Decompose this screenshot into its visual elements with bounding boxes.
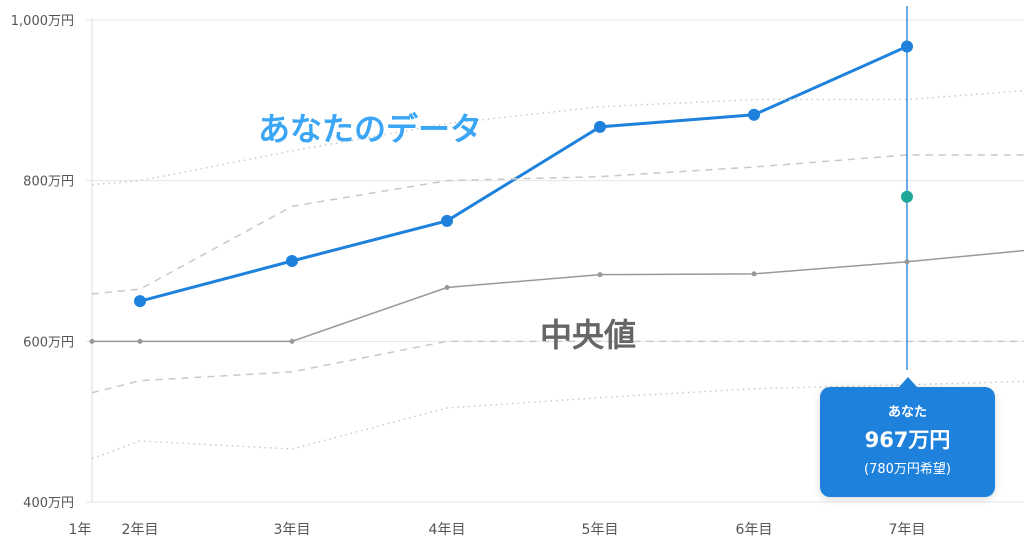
y-tick-label: 600万円 — [23, 335, 74, 350]
point-median — [137, 338, 143, 344]
x-tick-label: 5年目 — [582, 522, 619, 538]
series-lower_dashed — [91, 340, 1024, 394]
series-median — [92, 249, 1024, 343]
tooltip-label: あなた — [887, 405, 927, 420]
y-tick-label: 800万円 — [23, 175, 74, 190]
x-tick-label: 3年目 — [274, 522, 311, 538]
tooltip-sub: (780万円希望) — [864, 462, 951, 477]
tooltip-value: 967万円 — [864, 428, 951, 452]
series-upper_dotted — [91, 89, 1024, 186]
tooltip: あなた 967万円 (780万円希望) — [820, 377, 995, 497]
point-you — [901, 40, 913, 53]
point-median — [904, 259, 910, 265]
y-tick-label: 1,000万円 — [11, 14, 74, 29]
annotation-median: 中央値 — [540, 316, 637, 354]
series-lower_dotted — [91, 380, 1024, 460]
point-median — [89, 338, 95, 344]
point-median — [751, 271, 757, 277]
x-tick-label: 2年目 — [122, 522, 159, 538]
point-you — [441, 214, 453, 227]
x-tick-label: 6年目 — [736, 522, 773, 538]
series-upper_dashed — [91, 154, 1024, 295]
x-tick-label: 7年目 — [889, 522, 926, 538]
x-tick-label: 1年 — [69, 522, 92, 538]
x-tick-label: 4年目 — [429, 522, 466, 538]
annotation-your-data: あなたのデータ — [258, 110, 483, 148]
point-you — [594, 120, 606, 133]
point-you — [286, 255, 298, 267]
point-you — [134, 295, 146, 308]
point-median — [597, 272, 603, 278]
point-median — [444, 285, 450, 291]
y-tick-label: 400万円 — [23, 496, 74, 511]
series-you — [139, 45, 908, 303]
point-desired — [901, 190, 913, 203]
point-you — [748, 108, 760, 121]
point-median — [289, 338, 295, 344]
